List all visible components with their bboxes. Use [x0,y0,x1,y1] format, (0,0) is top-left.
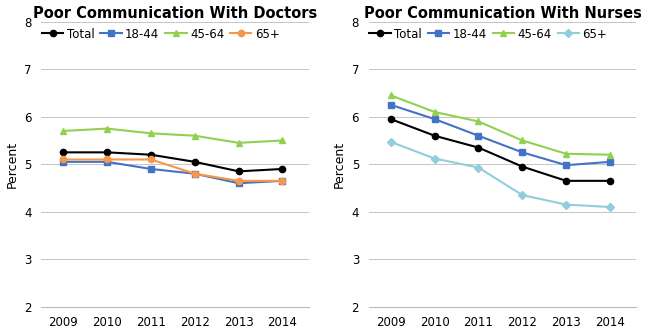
45-64 [191,134,198,138]
18-44 [606,160,614,164]
Total [278,167,286,171]
Legend: Total, 18-44, 45-64, 65+: Total, 18-44, 45-64, 65+ [365,23,612,45]
Total [387,117,395,121]
65+ [606,205,614,209]
45-64 [234,141,242,145]
65+ [278,179,286,183]
Total [562,179,570,183]
Line: 45-64: 45-64 [60,126,286,146]
65+ [191,172,198,176]
Line: Total: Total [60,149,286,175]
Legend: Total, 18-44, 45-64, 65+: Total, 18-44, 45-64, 65+ [37,23,284,45]
Total [60,150,67,154]
Total [234,169,242,173]
65+ [234,179,242,183]
18-44 [387,103,395,107]
18-44 [562,163,570,167]
65+ [103,157,111,161]
65+ [474,165,482,170]
45-64 [431,110,439,114]
Y-axis label: Percent: Percent [5,141,18,188]
65+ [431,156,439,160]
65+ [387,140,395,144]
45-64 [387,93,395,97]
65+ [147,157,155,161]
18-44 [431,117,439,121]
18-44 [278,179,286,183]
Y-axis label: Percent: Percent [333,141,346,188]
45-64 [147,131,155,135]
Line: 45-64: 45-64 [388,92,613,158]
18-44 [518,150,526,154]
Line: Total: Total [388,116,613,184]
45-64 [518,138,526,142]
Total [431,134,439,138]
45-64 [606,153,614,157]
65+ [60,157,67,161]
Title: Poor Communication With Nurses: Poor Communication With Nurses [364,6,641,20]
18-44 [147,167,155,171]
Line: 18-44: 18-44 [388,102,613,168]
18-44 [103,160,111,164]
Line: 65+: 65+ [60,156,286,184]
Total [474,146,482,150]
Title: Poor Communication With Doctors: Poor Communication With Doctors [33,6,317,20]
65+ [518,193,526,197]
65+ [562,203,570,207]
18-44 [474,134,482,138]
Line: 18-44: 18-44 [60,159,286,186]
18-44 [234,181,242,185]
Total [147,153,155,157]
Total [606,179,614,183]
Total [191,160,198,164]
45-64 [562,152,570,156]
Total [103,150,111,154]
45-64 [60,129,67,133]
18-44 [60,160,67,164]
45-64 [278,138,286,142]
Line: 65+: 65+ [388,139,613,210]
Total [518,164,526,169]
18-44 [191,172,198,176]
45-64 [103,127,111,131]
45-64 [474,120,482,124]
